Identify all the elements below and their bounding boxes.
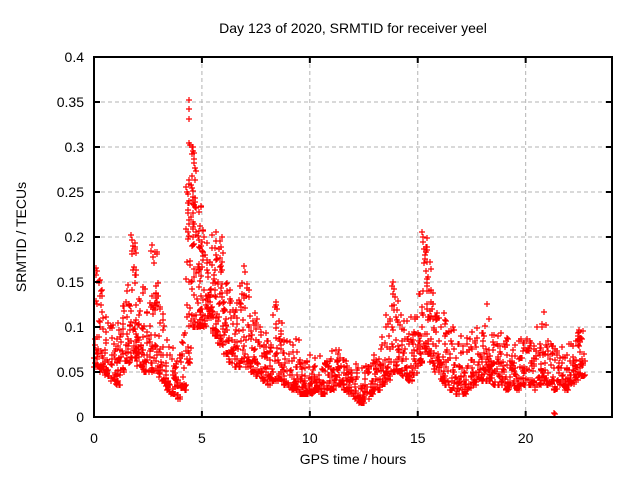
y-tick-label: 0.4 [65, 49, 85, 65]
x-tick-label: 10 [302, 430, 318, 446]
x-tick-label: 0 [90, 430, 98, 446]
y-tick-label: 0.2 [65, 229, 85, 245]
y-tick-label: 0.1 [65, 319, 85, 335]
y-tick-label: 0.25 [57, 184, 84, 200]
x-tick-label: 5 [198, 430, 206, 446]
x-axis-label: GPS time / hours [299, 451, 407, 467]
y-tick-label: 0.05 [57, 364, 84, 380]
x-tick-label: 15 [410, 430, 426, 446]
y-tick-label: 0.3 [65, 139, 85, 155]
tick-marks [93, 56, 612, 418]
chart-title: Day 123 of 2020, SRMTID for receiver yee… [219, 20, 487, 36]
y-tick-label: 0 [76, 409, 84, 425]
x-tick-label: 20 [518, 430, 534, 446]
y-tick-label: 0.15 [57, 274, 84, 290]
scatter-points [91, 97, 588, 417]
y-tick-label: 0.35 [57, 94, 84, 110]
